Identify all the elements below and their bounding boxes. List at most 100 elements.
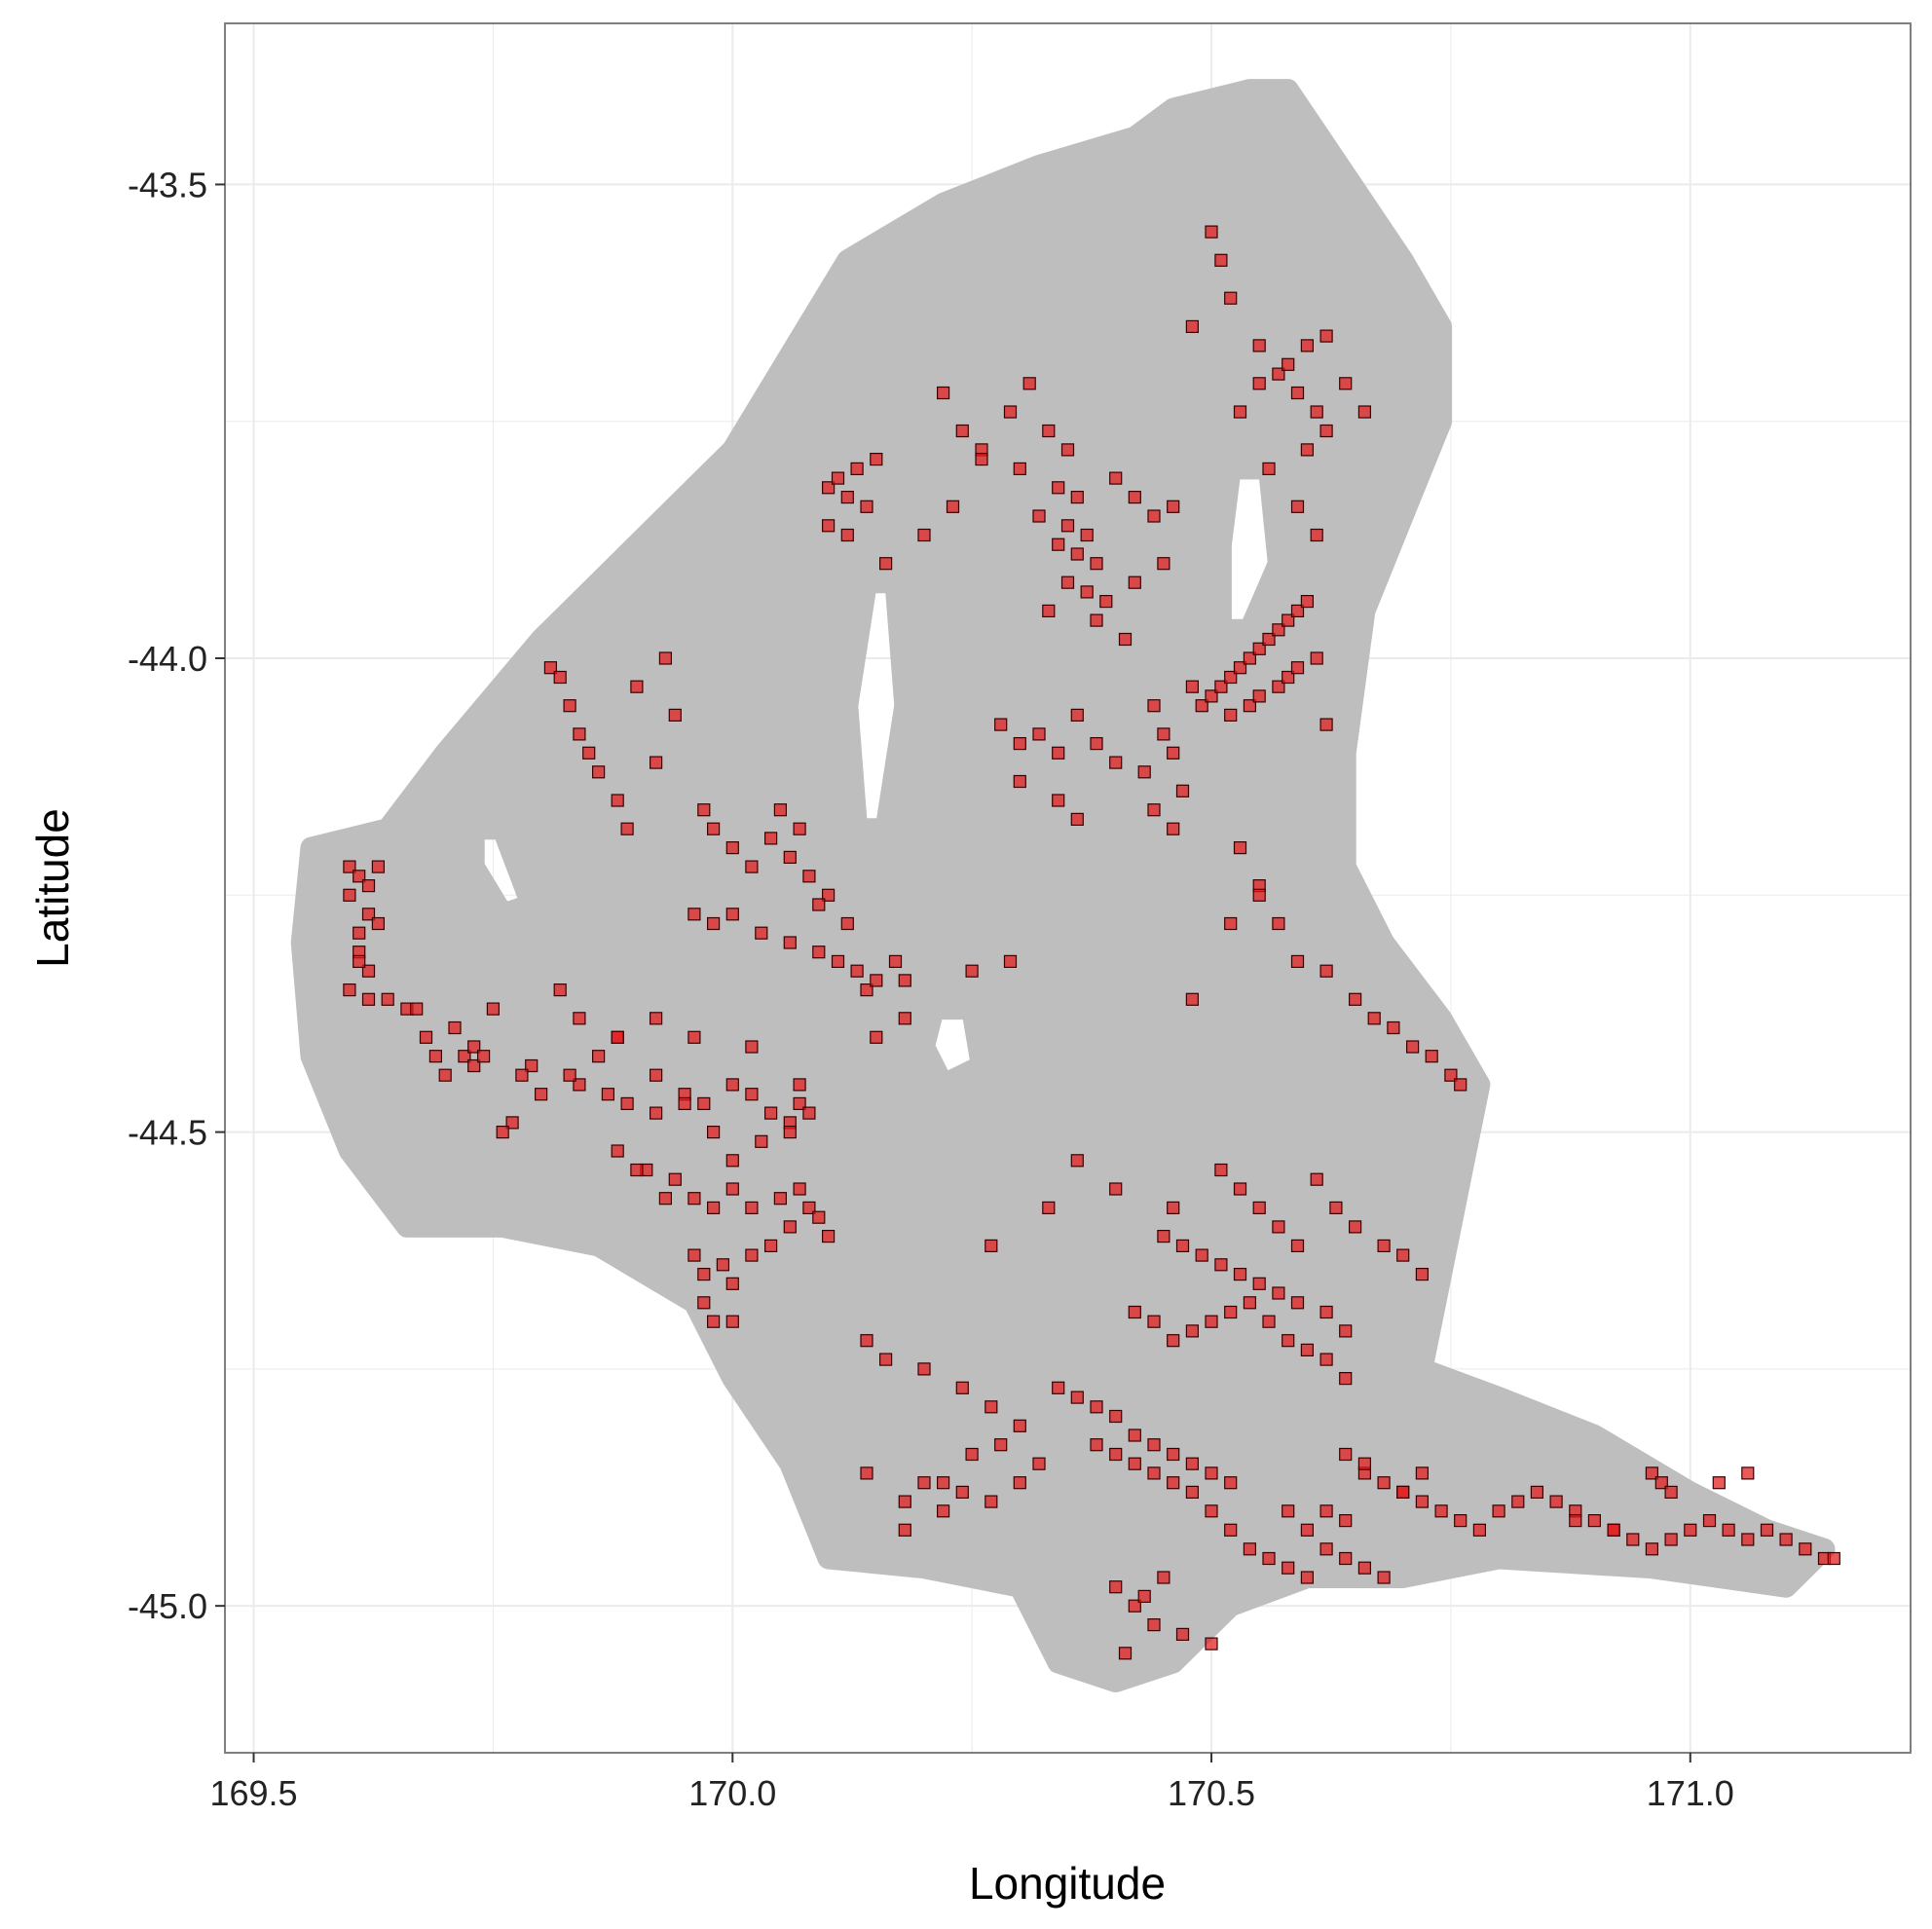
data-point [936, 1504, 950, 1518]
data-point [1243, 651, 1257, 665]
data-point [1224, 1305, 1238, 1319]
data-point [678, 1096, 691, 1111]
data-point [1224, 1476, 1238, 1490]
data-point [1233, 661, 1247, 675]
data-point [745, 1248, 759, 1262]
data-point [611, 1144, 624, 1158]
data-point [428, 1050, 442, 1063]
data-point [1290, 604, 1305, 618]
data-point [1214, 1163, 1228, 1177]
data-point [1128, 1305, 1141, 1319]
data-point [821, 481, 836, 495]
data-point [1013, 1476, 1026, 1490]
data-point [591, 765, 606, 779]
data-point [1396, 1248, 1410, 1262]
data-point [878, 557, 893, 571]
data-point [649, 1012, 663, 1025]
data-point [1109, 1447, 1123, 1462]
data-point [812, 1210, 826, 1224]
data-point [812, 898, 826, 911]
data-point [1290, 661, 1305, 675]
data-point [1137, 1589, 1151, 1604]
data-point [1348, 992, 1362, 1006]
data-point [812, 946, 826, 959]
data-point [1664, 1485, 1678, 1500]
data-point [1300, 339, 1315, 352]
data-point [361, 992, 376, 1006]
data-point [649, 1106, 663, 1120]
data-point [1118, 1647, 1133, 1660]
data-point [1282, 1334, 1295, 1348]
data-point [1415, 1466, 1430, 1480]
data-point [802, 1106, 816, 1120]
data-point [1233, 840, 1247, 855]
data-point [725, 1277, 739, 1290]
data-point [1319, 329, 1333, 343]
data-point [1157, 557, 1170, 571]
data-point [1405, 1040, 1420, 1054]
data-point [1454, 1078, 1468, 1092]
data-point [1214, 253, 1228, 267]
data-point [1070, 1154, 1084, 1168]
data-point [802, 870, 816, 883]
data-point [1282, 613, 1295, 627]
data-point [697, 1096, 711, 1111]
data-point [1147, 699, 1161, 713]
data-point [985, 1495, 998, 1508]
data-point [1042, 424, 1056, 438]
data-point [1319, 1353, 1333, 1366]
data-point [343, 860, 356, 873]
data-point [1348, 1220, 1362, 1234]
data-point [1310, 651, 1323, 665]
data-point [1003, 405, 1018, 419]
data-point [1205, 1504, 1218, 1518]
data-point [1367, 1012, 1381, 1025]
data-point [1118, 632, 1133, 647]
data-point [361, 878, 376, 893]
data-point [706, 822, 721, 835]
data-point [1300, 443, 1315, 457]
data-point [1233, 1182, 1247, 1196]
data-point [1262, 632, 1276, 647]
data-point [1205, 1466, 1218, 1480]
data-point [1272, 1220, 1285, 1234]
data-point [1741, 1466, 1755, 1480]
x-tick-label: 170.0 [688, 1773, 776, 1813]
data-point [1052, 481, 1065, 495]
data-point [1224, 291, 1238, 305]
data-point [860, 1466, 873, 1480]
data-point [1339, 1551, 1353, 1566]
data-point [1032, 1457, 1046, 1470]
data-point [525, 1058, 539, 1073]
data-point [1310, 1172, 1323, 1186]
data-point [802, 1201, 816, 1215]
data-point [1099, 594, 1113, 609]
data-point [1070, 491, 1084, 504]
data-point [1080, 528, 1094, 542]
data-point [601, 1088, 615, 1101]
y-tick-label: -44.5 [128, 1113, 207, 1153]
data-point [353, 870, 366, 883]
data-point [1569, 1513, 1582, 1528]
data-point [725, 1154, 739, 1168]
data-point [1167, 1334, 1180, 1348]
data-point [1128, 1428, 1141, 1442]
data-point [1205, 1315, 1218, 1328]
data-point [1013, 774, 1026, 789]
data-point [1607, 1523, 1620, 1537]
data-point [467, 1040, 481, 1054]
data-point [755, 1134, 768, 1148]
data-point [1128, 1599, 1141, 1613]
data-point [371, 860, 385, 873]
data-point [1626, 1533, 1640, 1546]
data-point [1396, 1485, 1410, 1500]
data-point [1224, 670, 1238, 685]
data-point [725, 1182, 739, 1196]
data-point [448, 1020, 462, 1035]
y-tick-label: -44.0 [128, 639, 207, 679]
data-point [1357, 1561, 1372, 1575]
x-axis-title: Longitude [969, 1858, 1166, 1909]
data-point [1827, 1551, 1840, 1566]
data-point [1290, 1239, 1305, 1253]
data-point [917, 1476, 931, 1490]
